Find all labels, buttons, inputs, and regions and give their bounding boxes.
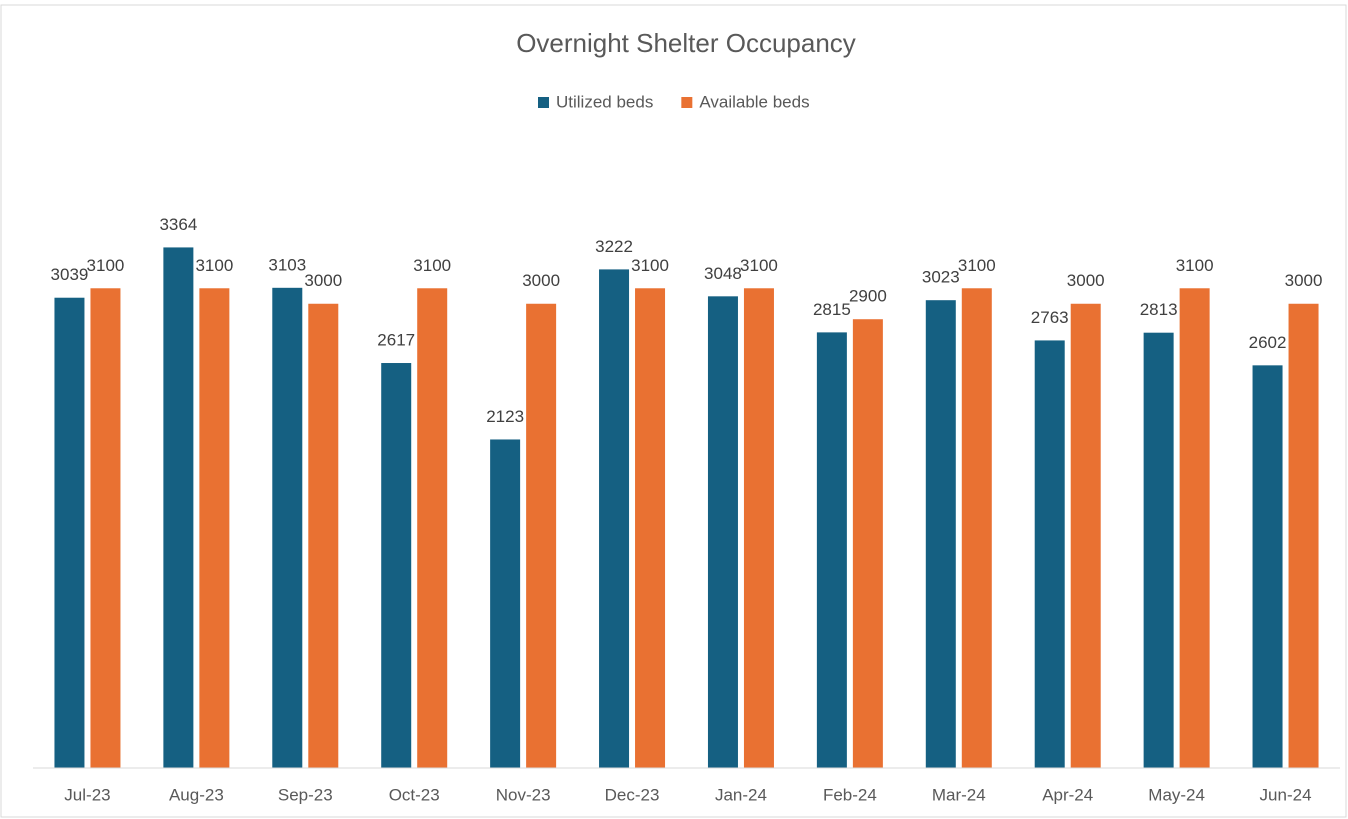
- legend-label: Available beds: [699, 92, 809, 111]
- bar: [417, 288, 448, 768]
- data-label: 2602: [1249, 333, 1287, 352]
- data-label: 2123: [486, 407, 524, 426]
- data-label: 3103: [268, 255, 306, 274]
- bar: [925, 300, 956, 768]
- bar: [381, 363, 412, 768]
- bar: [1179, 288, 1210, 768]
- data-label: 2813: [1140, 300, 1178, 319]
- x-tick-label: Apr-24: [1042, 785, 1093, 804]
- bar: [526, 303, 557, 768]
- bar: [272, 287, 303, 768]
- data-label: 3100: [740, 256, 778, 275]
- x-tick-label: May-24: [1148, 785, 1205, 804]
- bar: [1288, 303, 1319, 768]
- x-tick-label: Oct-23: [389, 785, 440, 804]
- x-tick-label: Feb-24: [823, 785, 877, 804]
- x-tick-label: Jul-23: [64, 785, 110, 804]
- legend-label: Utilized beds: [556, 92, 653, 111]
- x-tick-label: Mar-24: [932, 785, 986, 804]
- bar: [816, 332, 847, 768]
- bar: [490, 439, 521, 768]
- data-label: 3000: [522, 271, 560, 290]
- data-label: 3000: [1067, 271, 1105, 290]
- bar: [599, 269, 630, 768]
- bar: [961, 288, 992, 768]
- bar: [90, 288, 121, 768]
- legend-swatch: [681, 97, 693, 108]
- data-label: 3000: [304, 271, 342, 290]
- bar: [163, 247, 194, 768]
- bar: [707, 296, 738, 768]
- bar: [54, 297, 85, 768]
- data-label: 2815: [813, 300, 851, 319]
- legend-swatch: [538, 97, 549, 108]
- data-label: 3364: [159, 215, 197, 234]
- data-label: 3222: [595, 237, 633, 256]
- data-label: 3039: [51, 265, 89, 284]
- data-label: 2900: [849, 287, 887, 306]
- data-label: 3048: [704, 264, 742, 283]
- bar: [635, 288, 666, 768]
- data-label: 3100: [1176, 256, 1214, 275]
- x-tick-label: Sep-23: [278, 785, 333, 804]
- x-tick-label: Jan-24: [715, 785, 767, 804]
- x-tick-label: Dec-23: [605, 785, 660, 804]
- data-label: 2763: [1031, 308, 1069, 327]
- bar: [743, 288, 774, 768]
- chart-title: Overnight Shelter Occupancy: [516, 28, 856, 58]
- data-label: 2617: [377, 331, 415, 350]
- data-label: 3023: [922, 268, 960, 287]
- bar: [199, 288, 230, 768]
- bar: [1070, 303, 1101, 768]
- data-label: 3000: [1285, 271, 1323, 290]
- data-label: 3100: [195, 256, 233, 275]
- data-label: 3100: [413, 256, 451, 275]
- bar: [852, 319, 883, 768]
- data-label: 3100: [87, 256, 125, 275]
- bar: [308, 303, 339, 768]
- bar: [1252, 365, 1283, 768]
- x-tick-label: Nov-23: [496, 785, 551, 804]
- data-label: 3100: [958, 256, 996, 275]
- data-label: 3100: [631, 256, 669, 275]
- bar: [1034, 340, 1065, 768]
- x-tick-label: Aug-23: [169, 785, 224, 804]
- x-tick-label: Jun-24: [1260, 785, 1312, 804]
- bar: [1143, 332, 1174, 768]
